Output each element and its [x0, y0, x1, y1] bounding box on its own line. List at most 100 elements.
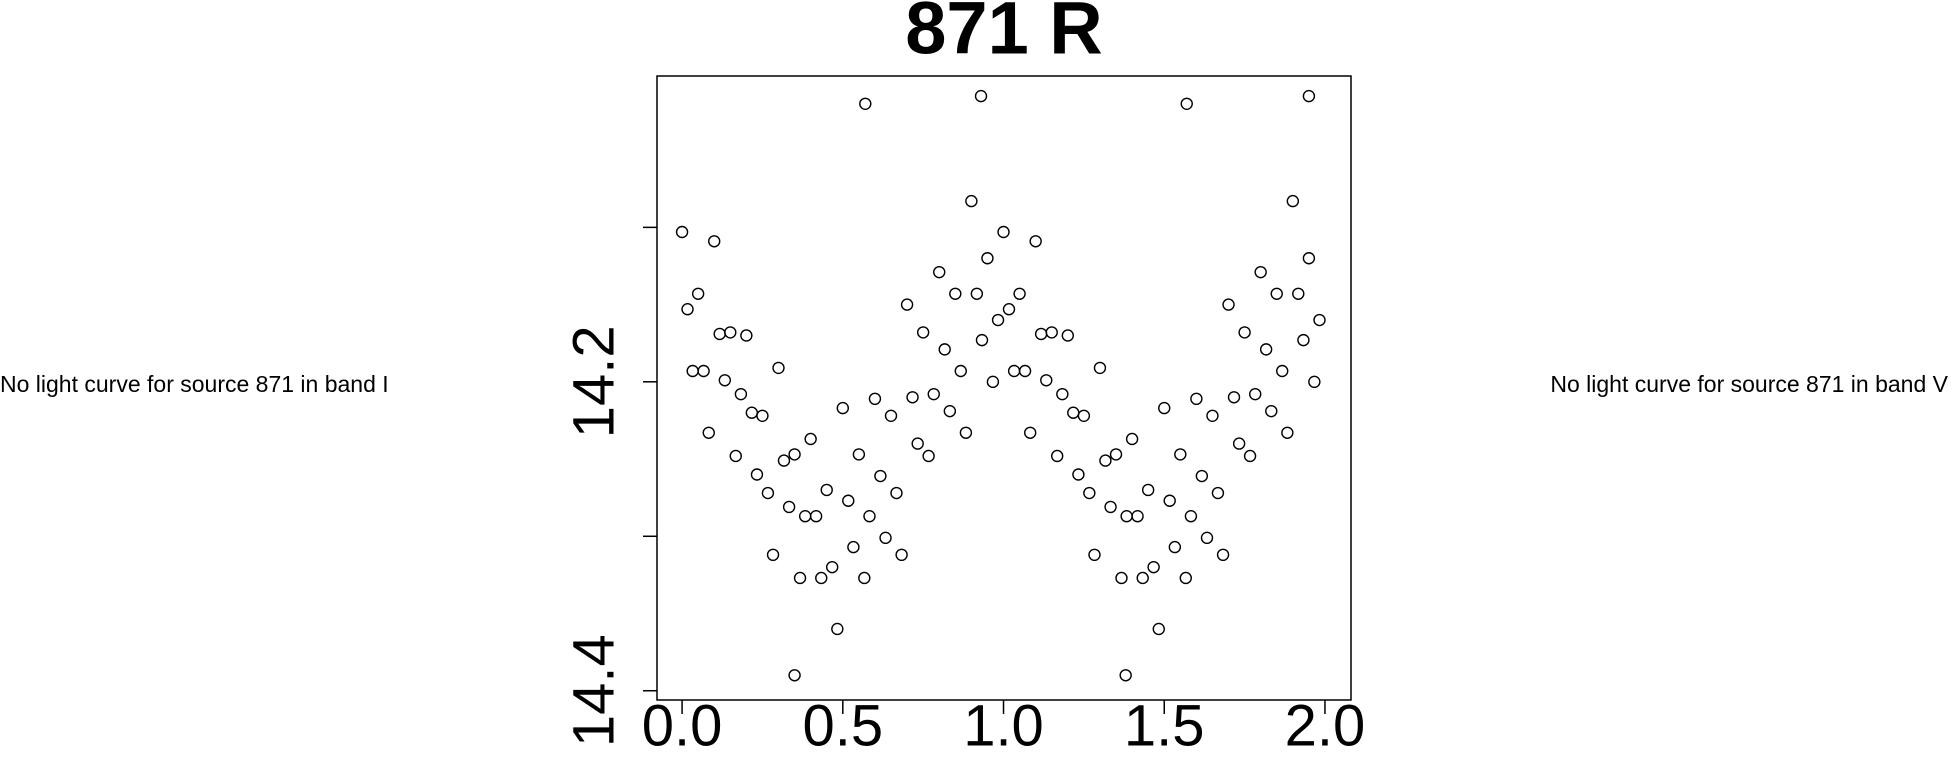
data-point [1147, 560, 1160, 574]
data-point [974, 89, 988, 103]
data-point [986, 375, 1000, 389]
data-point [1029, 235, 1042, 248]
x-tick-label: 0.0 [642, 693, 723, 758]
data-point [1232, 437, 1246, 450]
data-point [1013, 287, 1026, 300]
data-point [1184, 509, 1198, 523]
data-point [933, 265, 946, 279]
data-point [959, 426, 973, 439]
x-tick-label: 1.5 [1124, 693, 1205, 758]
data-point [1243, 449, 1257, 463]
data-point [681, 303, 694, 316]
data-point [691, 287, 705, 300]
data-point [1174, 448, 1187, 461]
data-point [798, 509, 812, 523]
data-point [1034, 327, 1048, 341]
data-point [831, 622, 844, 636]
data-point [1190, 392, 1203, 406]
data-point [863, 509, 876, 523]
data-point [1007, 364, 1021, 378]
plot-frame [656, 75, 1352, 701]
data-point [1313, 313, 1326, 327]
data-point [1179, 571, 1192, 585]
data-point [1136, 571, 1149, 585]
data-point [1180, 97, 1193, 111]
data-point [1119, 669, 1132, 682]
data-point [713, 327, 726, 341]
data-point [1045, 326, 1058, 339]
data-point [1158, 401, 1171, 415]
data-point [675, 225, 689, 239]
data-point [708, 235, 721, 248]
data-point [852, 448, 866, 461]
data-point [1238, 326, 1251, 339]
data-point [1093, 361, 1107, 375]
data-point [922, 449, 935, 463]
data-point [745, 406, 759, 419]
data-point [1195, 469, 1209, 483]
data-point [804, 432, 817, 446]
data-point [879, 531, 892, 545]
data-point [884, 409, 898, 423]
data-point [729, 449, 742, 463]
data-point [1050, 449, 1064, 463]
data-point [793, 571, 807, 585]
data-point [1099, 454, 1112, 467]
data-point [766, 548, 780, 562]
data-point [1259, 343, 1273, 356]
data-point [900, 298, 914, 311]
data-point [997, 225, 1010, 239]
data-point [1023, 426, 1037, 439]
x-tick-label: 0.5 [802, 693, 883, 758]
data-point [772, 361, 785, 375]
data-point [740, 329, 753, 342]
data-point [1265, 404, 1278, 418]
data-point [1297, 333, 1310, 347]
data-point [788, 448, 801, 461]
data-point [1281, 426, 1294, 439]
data-point [782, 500, 796, 514]
data-point [954, 364, 967, 378]
data-point [868, 392, 882, 406]
data-point [1131, 509, 1144, 523]
data-point [718, 374, 732, 387]
left-note: No light curve for source 871 in band I [0, 371, 389, 397]
data-point [1152, 622, 1165, 636]
data-point [965, 194, 978, 208]
data-point [1056, 387, 1069, 401]
data-point [1088, 548, 1101, 562]
data-point [734, 387, 748, 401]
data-point [836, 401, 849, 415]
data-point [750, 468, 764, 481]
data-point [1249, 387, 1262, 401]
x-tick-label: 1.0 [963, 693, 1044, 758]
data-point [859, 97, 872, 111]
data-point [1227, 391, 1241, 404]
data-point [1163, 494, 1176, 507]
data-point [1077, 409, 1091, 423]
data-point [1254, 265, 1267, 279]
data-point [1308, 375, 1321, 389]
data-point [724, 326, 737, 339]
data-point [1286, 194, 1300, 208]
y-tick-label: 14.4 [561, 634, 626, 747]
data-point [1168, 540, 1182, 554]
data-point [938, 343, 951, 356]
data-point [906, 391, 919, 404]
data-point [911, 437, 924, 450]
data-point [1125, 432, 1139, 446]
data-point [756, 409, 769, 423]
data-point [1104, 500, 1117, 514]
data-point [970, 287, 984, 300]
data-point [1067, 406, 1080, 419]
right-note: No light curve for source 871 in band V [1550, 371, 1948, 397]
data-point [809, 509, 823, 523]
data-point [927, 387, 940, 401]
data-point [1072, 468, 1085, 481]
x-tick-label: 2.0 [1285, 693, 1366, 758]
data-point [697, 364, 710, 378]
data-point [777, 454, 791, 467]
data-point [1141, 483, 1155, 497]
chart-title: 871 R [905, 0, 1102, 70]
data-point [825, 560, 839, 574]
